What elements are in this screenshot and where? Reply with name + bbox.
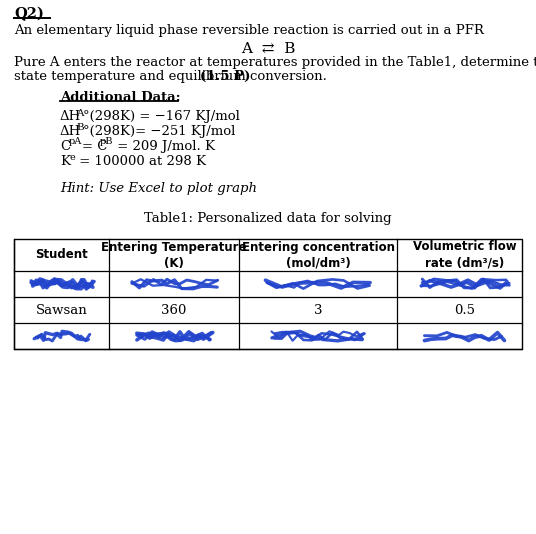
Text: °(298K)= −251 KJ/mol: °(298K)= −251 KJ/mol (83, 125, 235, 138)
Bar (14, 239, 522, 349)
Text: Table1: Personalized data for solving: Table1: Personalized data for solving (144, 212, 392, 225)
Text: = 209 J/mol. K: = 209 J/mol. K (113, 140, 215, 153)
Text: Volumetric flow
rate (dm³/s): Volumetric flow rate (dm³/s) (413, 240, 516, 270)
Text: A: A (77, 108, 84, 117)
Text: = 100000 at 298 K: = 100000 at 298 K (75, 155, 206, 168)
Text: Pure A enters the reactor at temperatures provided in the Table1, determine the : Pure A enters the reactor at temperature… (14, 56, 536, 69)
Text: ΔH: ΔH (60, 125, 81, 138)
Text: ΔH: ΔH (60, 110, 81, 123)
Text: Hint: Use Excel to plot graph: Hint: Use Excel to plot graph (60, 182, 257, 195)
Text: Additional Data:: Additional Data: (60, 91, 181, 104)
Text: = C: = C (82, 140, 107, 153)
Text: C: C (60, 140, 70, 153)
Text: K: K (60, 155, 70, 168)
Text: An elementary liquid phase reversible reaction is carried out in a PFR: An elementary liquid phase reversible re… (14, 24, 484, 37)
Text: 0.5: 0.5 (454, 303, 475, 317)
Text: Q2): Q2) (14, 7, 44, 21)
Text: Entering concentration
(mol/dm³): Entering concentration (mol/dm³) (242, 240, 394, 270)
Text: 3: 3 (314, 303, 322, 317)
Text: A  ⇄  B: A ⇄ B (241, 41, 295, 55)
Text: Student: Student (35, 248, 88, 262)
Text: pB: pB (100, 137, 114, 146)
Text: B: B (77, 123, 84, 132)
Text: e: e (69, 153, 75, 161)
Text: °(298K) = −167 KJ/mol: °(298K) = −167 KJ/mol (83, 110, 240, 123)
Text: Entering Temperature
(K): Entering Temperature (K) (101, 240, 247, 270)
Text: state temperature and equilibrium conversion.: state temperature and equilibrium conver… (14, 70, 336, 83)
Text: 360: 360 (161, 303, 187, 317)
Text: (1.5 P): (1.5 P) (200, 70, 250, 83)
Text: pA: pA (69, 137, 82, 146)
Text: Sawsan: Sawsan (35, 303, 87, 317)
